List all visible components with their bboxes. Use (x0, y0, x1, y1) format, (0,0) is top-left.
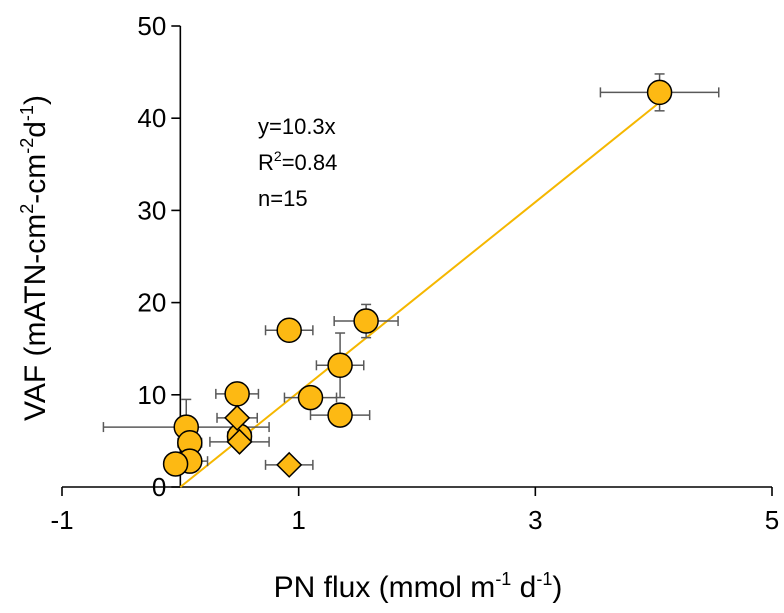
y-axis-title: VAF (mATN-cm2-cm-2d-1) (17, 95, 52, 421)
y-tick-label: 30 (137, 195, 166, 225)
y-title-p3: d (19, 121, 52, 138)
y-title-s2: -2 (17, 138, 37, 154)
y-title-p4: ) (19, 95, 52, 105)
fit-line (179, 101, 661, 488)
y-title-p2: -cm (19, 154, 52, 204)
circle-point (353, 308, 379, 334)
r2-value: =0.84 (282, 150, 338, 175)
r-squared-annotation: R2=0.84 (258, 148, 337, 175)
error-bars (102, 73, 720, 470)
y-tick-label: 40 (137, 103, 166, 133)
circle-point (646, 79, 673, 106)
diamond-point (276, 451, 303, 478)
x-tick-label: 3 (528, 505, 542, 535)
x-tick-label: 5 (765, 505, 779, 535)
equation-annotation: y=10.3x (258, 114, 336, 139)
diamond-point (226, 428, 253, 455)
x-title-mid: d (511, 571, 536, 604)
x-title-sup2: -1 (536, 569, 552, 589)
x-axis-title: PN flux (mmol m-1 d-1) (274, 569, 563, 604)
x-tick-label: -1 (50, 505, 73, 535)
y-tick-label: 0 (152, 472, 166, 502)
circle-point (276, 317, 302, 344)
markers (162, 79, 673, 478)
y-tick-label: 10 (137, 380, 166, 410)
fit-layer (179, 101, 661, 488)
n-annotation: n=15 (258, 186, 308, 211)
x-title-sup1: -1 (495, 569, 511, 589)
circle-point (297, 384, 324, 411)
circle-point (162, 451, 189, 477)
y-tick-label: 20 (137, 288, 166, 318)
circle-point (327, 352, 353, 379)
circle-point (327, 402, 353, 428)
r2-superscript: 2 (274, 148, 282, 164)
y-title-s1: 2 (17, 204, 37, 214)
x-title-main: PN flux (mmol m (274, 571, 496, 604)
y-tick-label: 50 (137, 11, 166, 41)
x-title-end: ) (552, 571, 562, 604)
y-title-s3: -1 (17, 105, 37, 121)
x-tick-label: 1 (291, 505, 305, 535)
diamond-point (224, 404, 251, 431)
y-title-p1: VAF (mATN-cm (19, 214, 52, 421)
r2-prefix: R (258, 150, 274, 175)
circle-point (224, 381, 250, 407)
